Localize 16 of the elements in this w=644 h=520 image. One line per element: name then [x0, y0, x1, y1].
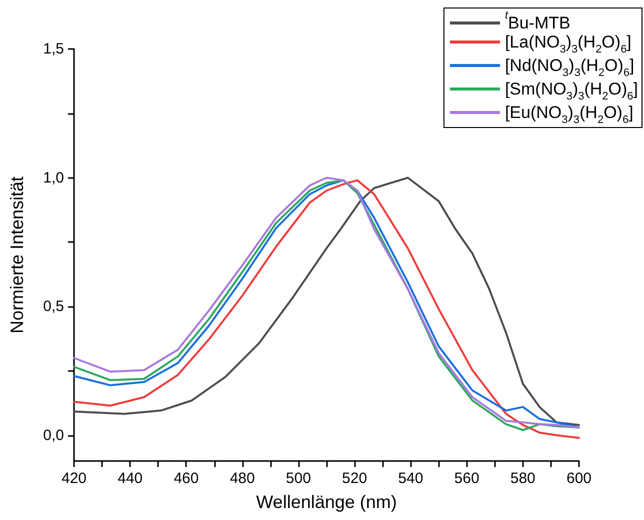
x-axis-title: Wellenlänge (nm): [256, 492, 397, 512]
y-tick-label: 0,0: [43, 426, 64, 444]
x-tick-label: 520: [342, 470, 368, 487]
y-tick-label: 1,5: [43, 40, 64, 58]
x-tick-label: 440: [118, 470, 143, 487]
x-tick-label: 560: [454, 470, 480, 487]
y-tick-label: 0,5: [43, 298, 64, 315]
x-tick-label: 420: [61, 470, 87, 487]
x-tick-label: 480: [230, 470, 255, 487]
x-tick-label: 500: [286, 470, 311, 487]
y-tick-label: 1,0: [43, 169, 64, 186]
y-axis-title: Normierte Intensität: [7, 176, 27, 334]
x-tick-label: 540: [398, 470, 424, 487]
x-tick-label: 580: [510, 470, 536, 487]
x-tick-label: 460: [174, 470, 199, 487]
x-tick-label: 600: [566, 470, 592, 487]
